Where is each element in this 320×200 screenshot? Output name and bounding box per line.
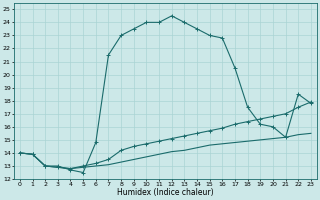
X-axis label: Humidex (Indice chaleur): Humidex (Indice chaleur) — [117, 188, 214, 197]
